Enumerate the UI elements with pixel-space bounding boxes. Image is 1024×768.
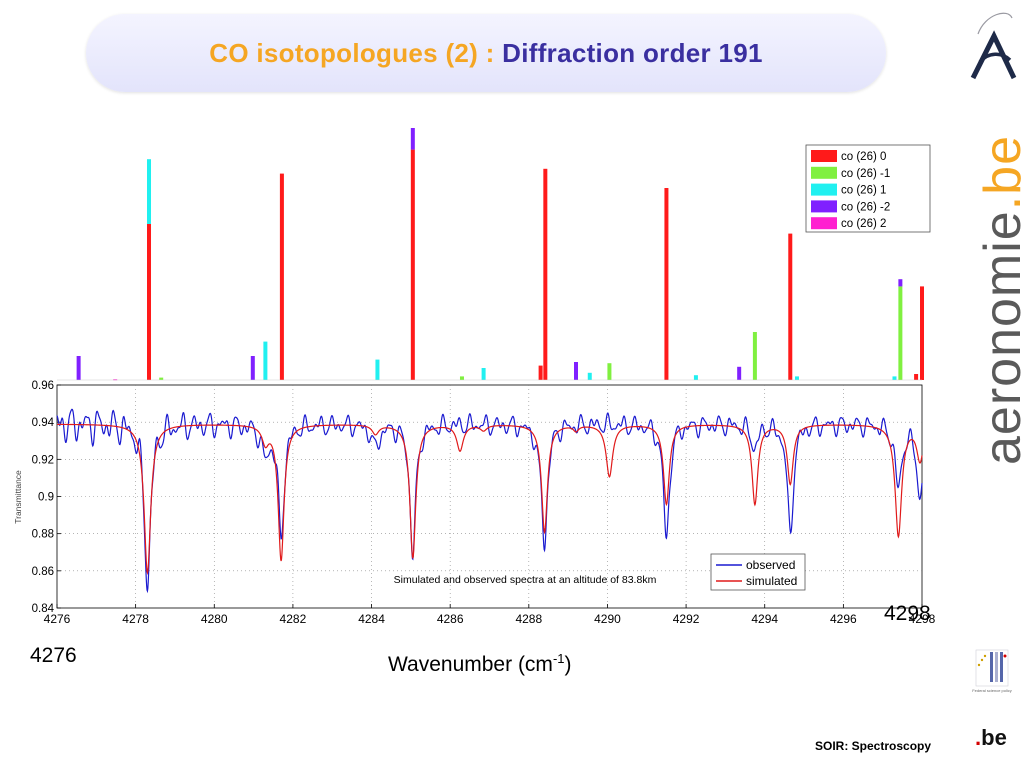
x-tick-label-4294: 4294 xyxy=(751,612,778,626)
spectra-legend-box xyxy=(710,553,806,591)
bar-22-iso-1 xyxy=(892,376,897,380)
bar-25-iso-0 xyxy=(920,286,924,380)
y-tick-label-5: 0.94 xyxy=(32,417,55,429)
legend-swatch-1 xyxy=(811,166,837,179)
x-tick-label-4296: 4296 xyxy=(830,612,857,626)
footer-caption: SOIR: Spectroscopy xyxy=(815,739,932,753)
bar-23-iso-m1 xyxy=(898,286,903,380)
bar-21-iso-1 xyxy=(794,376,799,380)
line-intensity-bars xyxy=(57,128,924,381)
x-tick-label-4298: 4298 xyxy=(909,612,936,626)
legend-swatch-2 xyxy=(811,183,837,196)
bar-20-iso-0 xyxy=(788,233,793,380)
title-part-isotopologues: CO isotopologues (2) : xyxy=(209,37,503,68)
bar-4-iso-m2 xyxy=(250,356,255,380)
large-tick-label-4276: 4276 xyxy=(30,644,77,667)
x-tick-label-4286: 4286 xyxy=(437,612,464,626)
bar-23-iso-m2 xyxy=(898,279,903,287)
x-tick-label-4276: 4276 xyxy=(44,612,71,626)
bar-17-iso-1 xyxy=(693,375,698,380)
legend-swatch-4 xyxy=(811,217,837,230)
large-tick-label-4298: 4298 xyxy=(884,602,931,625)
y-axis-label: Transmittance xyxy=(13,470,23,524)
x-tick-label-4288: 4288 xyxy=(515,612,542,626)
legend-label-0: co (26) 0 xyxy=(841,151,886,163)
legend-label-1: co (26) -1 xyxy=(841,168,890,180)
x-tick-label-4290: 4290 xyxy=(594,612,621,626)
y-tick-label-2: 0.88 xyxy=(32,529,54,541)
bar-5-iso-1 xyxy=(263,341,268,380)
bar-8-iso-0 xyxy=(410,149,415,380)
legend-swatch-0 xyxy=(811,150,837,162)
bar-19-iso-m1 xyxy=(752,332,757,380)
bar-0-iso-m2 xyxy=(76,356,81,380)
x-tick-label-4280: 4280 xyxy=(201,612,228,626)
transmittance-plot: 4276 4278 4280 4282 4284 4286 4288 4290 4292 4294… xyxy=(13,380,936,626)
a-logo-icon xyxy=(970,12,1017,80)
bar-13-iso-m2 xyxy=(574,362,578,380)
legend-label-3: co (26) -2 xyxy=(841,201,890,213)
bar-2-iso-0 xyxy=(147,224,152,380)
legend-label-2: co (26) 1 xyxy=(841,185,886,197)
bar-10-iso-1 xyxy=(481,368,486,380)
bar-7-iso-1 xyxy=(375,359,380,380)
bar-2-iso-1 xyxy=(147,159,152,224)
bar-18-iso-m2 xyxy=(737,366,742,380)
spectra-legend-label-simulated: simulated xyxy=(746,574,797,588)
bar-16-iso-0 xyxy=(664,188,669,380)
y-tick-label-1: 0.86 xyxy=(32,566,54,578)
bar-14-iso-1 xyxy=(587,372,592,380)
y-tick-label-0: 0.84 xyxy=(32,603,55,615)
y-tick-label-6: 0.96 xyxy=(32,380,54,392)
isotopologue-legend: co (26) 0 co (26) -1 co (26) 1 co (26) -2 co… xyxy=(805,144,931,233)
title-banner: CO isotopologues (2) : Diffraction order… xyxy=(86,14,886,92)
be-logo: .be xyxy=(975,725,1007,750)
x-tick-label-4282: 4282 xyxy=(280,612,307,626)
spectra-legend-label-observed: observed xyxy=(746,558,795,572)
legend-swatch-3 xyxy=(811,200,837,213)
x-tick-label-4278: 4278 xyxy=(122,612,149,626)
federal-science-policy-logo: Federal science policy xyxy=(972,649,1012,693)
bar-3-iso-m1 xyxy=(159,377,164,380)
bar-12-iso-0 xyxy=(543,168,548,380)
y-tick-label-4: 0.92 xyxy=(32,454,54,466)
bar-15-iso-m1 xyxy=(607,363,612,380)
bar-6-iso-0 xyxy=(279,173,284,380)
bar-8-iso-m2 xyxy=(410,128,415,150)
x-axis-title: Wavenumber (cm-1) xyxy=(388,651,572,676)
spectra-annotation: Simulated and observed spectra at an alt… xyxy=(394,574,657,586)
x-tick-label-4292: 4292 xyxy=(673,612,700,626)
bar-9-iso-m1 xyxy=(459,376,464,380)
series-simulated-line xyxy=(57,423,923,576)
legend-label-4: co (26) 2 xyxy=(841,218,886,230)
x-tick-label-4284: 4284 xyxy=(358,612,385,626)
bar-24-iso-0 xyxy=(914,374,919,380)
aeronomie-brand-text: aeronomie.be xyxy=(974,134,1024,466)
title-part-diffraction-order: Diffraction order 191 xyxy=(502,37,763,68)
y-tick-label-3: 0.9 xyxy=(38,492,54,504)
bar-11-iso-0 xyxy=(538,365,543,380)
federal-logo-lettering: Federal science policy xyxy=(972,688,1012,693)
slide-title: CO isotopologues (2) : Diffraction order… xyxy=(209,38,762,69)
